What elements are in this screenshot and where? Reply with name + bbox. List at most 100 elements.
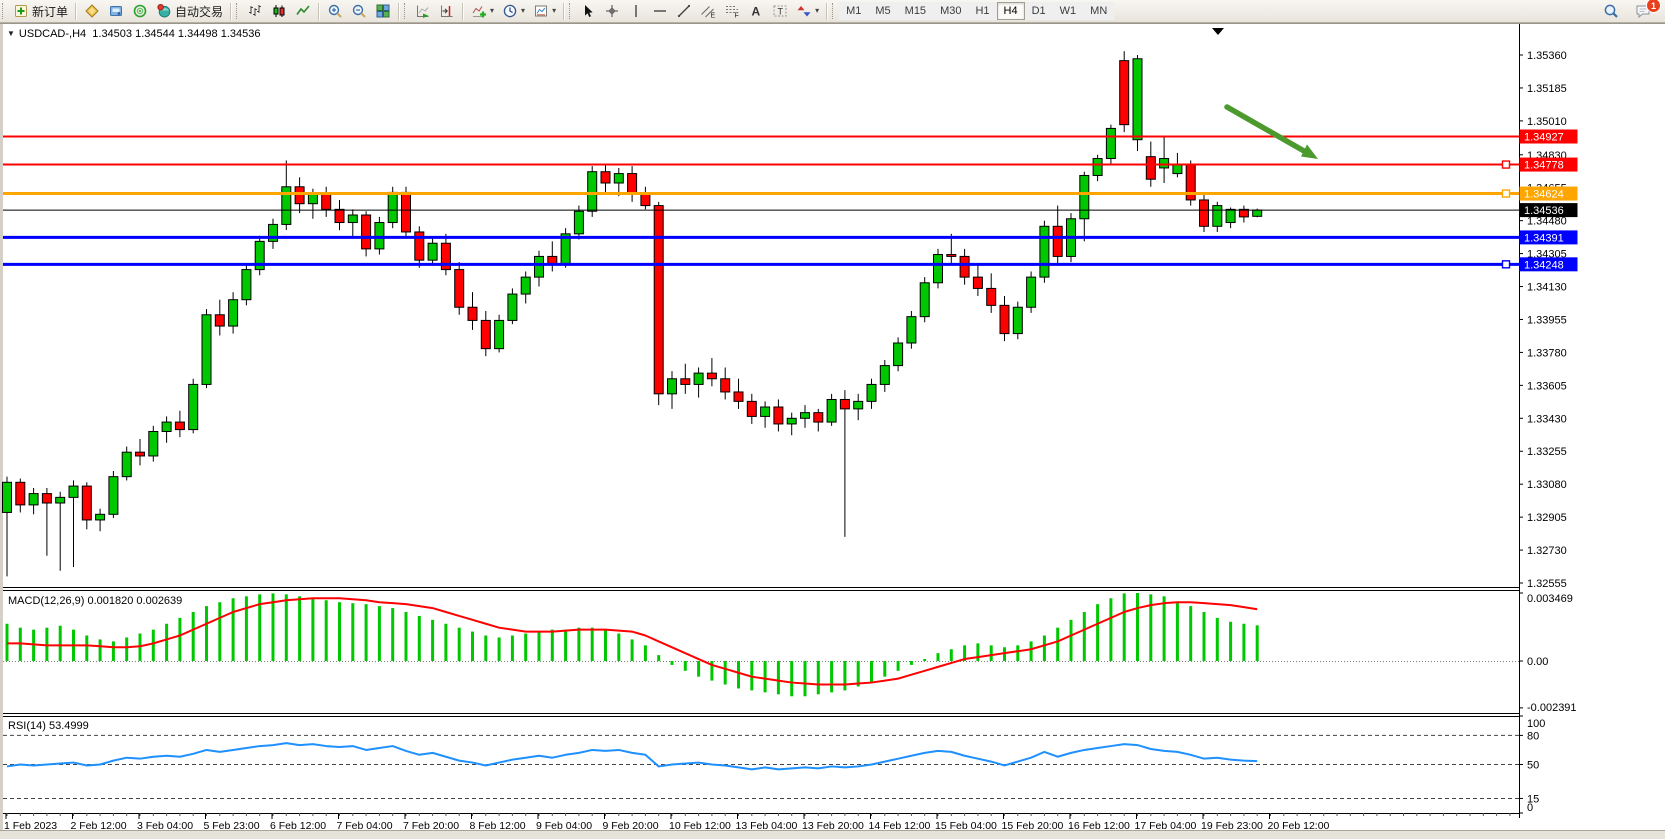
- signals-button[interactable]: [128, 1, 152, 21]
- search-button[interactable]: [1599, 1, 1623, 21]
- indicators-icon: [471, 3, 487, 19]
- toolbar-separator: [826, 2, 829, 20]
- market-watch-icon: [84, 3, 100, 19]
- line-chart-button[interactable]: [291, 1, 315, 21]
- hline-handle-1.34624[interactable]: [1501, 189, 1511, 198]
- text-icon: A: [748, 3, 764, 19]
- templates-button[interactable]: ▾: [529, 1, 560, 21]
- pane-borders: [0, 23, 1665, 839]
- new-order-button[interactable]: 新订单: [9, 1, 72, 21]
- fibo-icon: F: [724, 3, 740, 19]
- svg-text:1.34778: 1.34778: [1524, 160, 1564, 172]
- tile-windows-button[interactable]: [371, 1, 395, 21]
- svg-text:14 Feb 12:00: 14 Feb 12:00: [869, 820, 931, 832]
- horizontal-line-button[interactable]: [648, 1, 672, 21]
- auto-scroll-icon: [415, 3, 431, 19]
- svg-text:1.35010: 1.35010: [1527, 116, 1567, 128]
- market-watch-button[interactable]: [80, 1, 104, 21]
- tile-windows-icon: [375, 3, 391, 19]
- down-arrow-annotation[interactable]: [1224, 104, 1318, 159]
- vline-icon: [628, 3, 644, 19]
- price-axis[interactable]: 1.353601.351851.350101.348301.346551.344…: [1519, 50, 1578, 590]
- trendline-button[interactable]: [672, 1, 696, 21]
- svg-text:10 Feb 12:00: 10 Feb 12:00: [669, 820, 731, 832]
- toolbar-separator: [462, 2, 465, 20]
- new-order-button-label: 新订单: [32, 4, 69, 19]
- arrows-button[interactable]: ▾: [792, 1, 823, 21]
- tf-m15-button[interactable]: M15: [897, 2, 934, 20]
- symbol-collapse-icon[interactable]: ▼: [7, 29, 15, 38]
- time-axis[interactable]: 1 Feb 2023 2 Feb 12:00 3 Feb 04:00 5 Feb 23…: [4, 813, 1511, 832]
- hline-handle-1.34248[interactable]: [1501, 260, 1511, 269]
- periods-button[interactable]: ▾: [498, 1, 529, 21]
- svg-text:3 Feb 04:00: 3 Feb 04:00: [137, 820, 193, 832]
- toolbar-separator: [75, 2, 78, 20]
- candlestick-chart-button[interactable]: [267, 1, 291, 21]
- text-button[interactable]: A: [744, 1, 768, 21]
- rsi-indicator-label: RSI(14) 53.4999: [8, 720, 89, 732]
- macd-pane: 0.003469 0.00 -0.002391: [3, 592, 1577, 714]
- svg-text:13 Feb 04:00: 13 Feb 04:00: [736, 820, 798, 832]
- svg-text:1.33605: 1.33605: [1527, 380, 1567, 392]
- search-icon: [1603, 3, 1619, 19]
- toolbar-grip[interactable]: [832, 3, 836, 19]
- algo-trading-icon: [156, 3, 172, 19]
- chart-shift-marker[interactable]: [1212, 28, 1224, 35]
- text-label-button[interactable]: T: [768, 1, 792, 21]
- tf-m30-button[interactable]: M30: [933, 2, 969, 20]
- chart-window: 1.353601.351851.350101.348301.346551.344…: [0, 23, 1665, 839]
- tf-w1-button[interactable]: W1: [1052, 2, 1084, 20]
- svg-text:15 Feb 04:00: 15 Feb 04:00: [935, 820, 997, 832]
- trendline-icon: [676, 3, 692, 19]
- svg-text:1.33780: 1.33780: [1527, 347, 1567, 359]
- svg-text:1.34927: 1.34927: [1524, 132, 1564, 144]
- line-chart-icon: [295, 3, 311, 19]
- svg-text:T: T: [778, 7, 784, 17]
- tf-h1-button[interactable]: H1: [968, 2, 997, 20]
- tf-h4-button[interactable]: H4: [996, 2, 1025, 20]
- crosshair-button[interactable]: [600, 1, 624, 21]
- svg-text:50: 50: [1527, 760, 1539, 772]
- horizontal-scrollbar[interactable]: [0, 831, 1665, 839]
- toolbar-grip[interactable]: [569, 3, 573, 19]
- svg-text:8 Feb 12:00: 8 Feb 12:00: [470, 820, 526, 832]
- shapes-icon: [796, 3, 812, 19]
- vertical-line-button[interactable]: [624, 1, 648, 21]
- svg-text:0.003469: 0.003469: [1527, 593, 1573, 605]
- svg-text:17 Feb 04:00: 17 Feb 04:00: [1135, 820, 1197, 832]
- tf-mn-button[interactable]: MN: [1083, 2, 1115, 20]
- svg-text:1.34248: 1.34248: [1524, 259, 1564, 271]
- bar-chart-button[interactable]: [243, 1, 267, 21]
- zoom-out-button[interactable]: [347, 1, 371, 21]
- zoom-in-button[interactable]: [323, 1, 347, 21]
- chevron-down-icon: ▾: [521, 6, 526, 15]
- toolbox-button[interactable]: [104, 1, 128, 21]
- equidistant-channel-button[interactable]: E: [696, 1, 720, 21]
- svg-text:100: 100: [1527, 718, 1545, 730]
- indicators-button[interactable]: ▾: [467, 1, 498, 21]
- tf-d1-button[interactable]: D1: [1024, 2, 1053, 20]
- toolbar-grip[interactable]: [2, 3, 6, 19]
- chart-shift-button[interactable]: [435, 1, 459, 21]
- toolbar-grip[interactable]: [236, 3, 240, 19]
- chevron-down-icon: ▾: [815, 6, 820, 15]
- svg-text:20 Feb 12:00: 20 Feb 12:00: [1268, 820, 1330, 832]
- svg-text:1.35185: 1.35185: [1527, 83, 1567, 95]
- tf-m1-button[interactable]: M1: [839, 2, 869, 20]
- horizontal-line-objects[interactable]: [3, 135, 1519, 269]
- fibonacci-button[interactable]: F: [720, 1, 744, 21]
- chart-canvas[interactable]: 1.353601.351851.350101.348301.346551.344…: [0, 23, 1665, 839]
- toolbar-separator: [398, 2, 401, 20]
- toolbar-separator: [318, 2, 321, 20]
- auto-scroll-button[interactable]: [411, 1, 435, 21]
- toolbar-separator: [230, 2, 233, 20]
- hline-handle-1.34778[interactable]: [1501, 160, 1511, 169]
- svg-text:2 Feb 12:00: 2 Feb 12:00: [71, 820, 127, 832]
- macd-indicator-label: MACD(12,26,9) 0.001820 0.002639: [8, 595, 183, 607]
- svg-text:1.32905: 1.32905: [1527, 512, 1567, 524]
- svg-text:1.32555: 1.32555: [1527, 578, 1567, 590]
- tf-m5-button[interactable]: M5: [868, 2, 898, 20]
- toolbar-grip[interactable]: [404, 3, 408, 19]
- cursor-button[interactable]: [576, 1, 600, 21]
- algo-trading-button[interactable]: 自动交易: [152, 1, 227, 21]
